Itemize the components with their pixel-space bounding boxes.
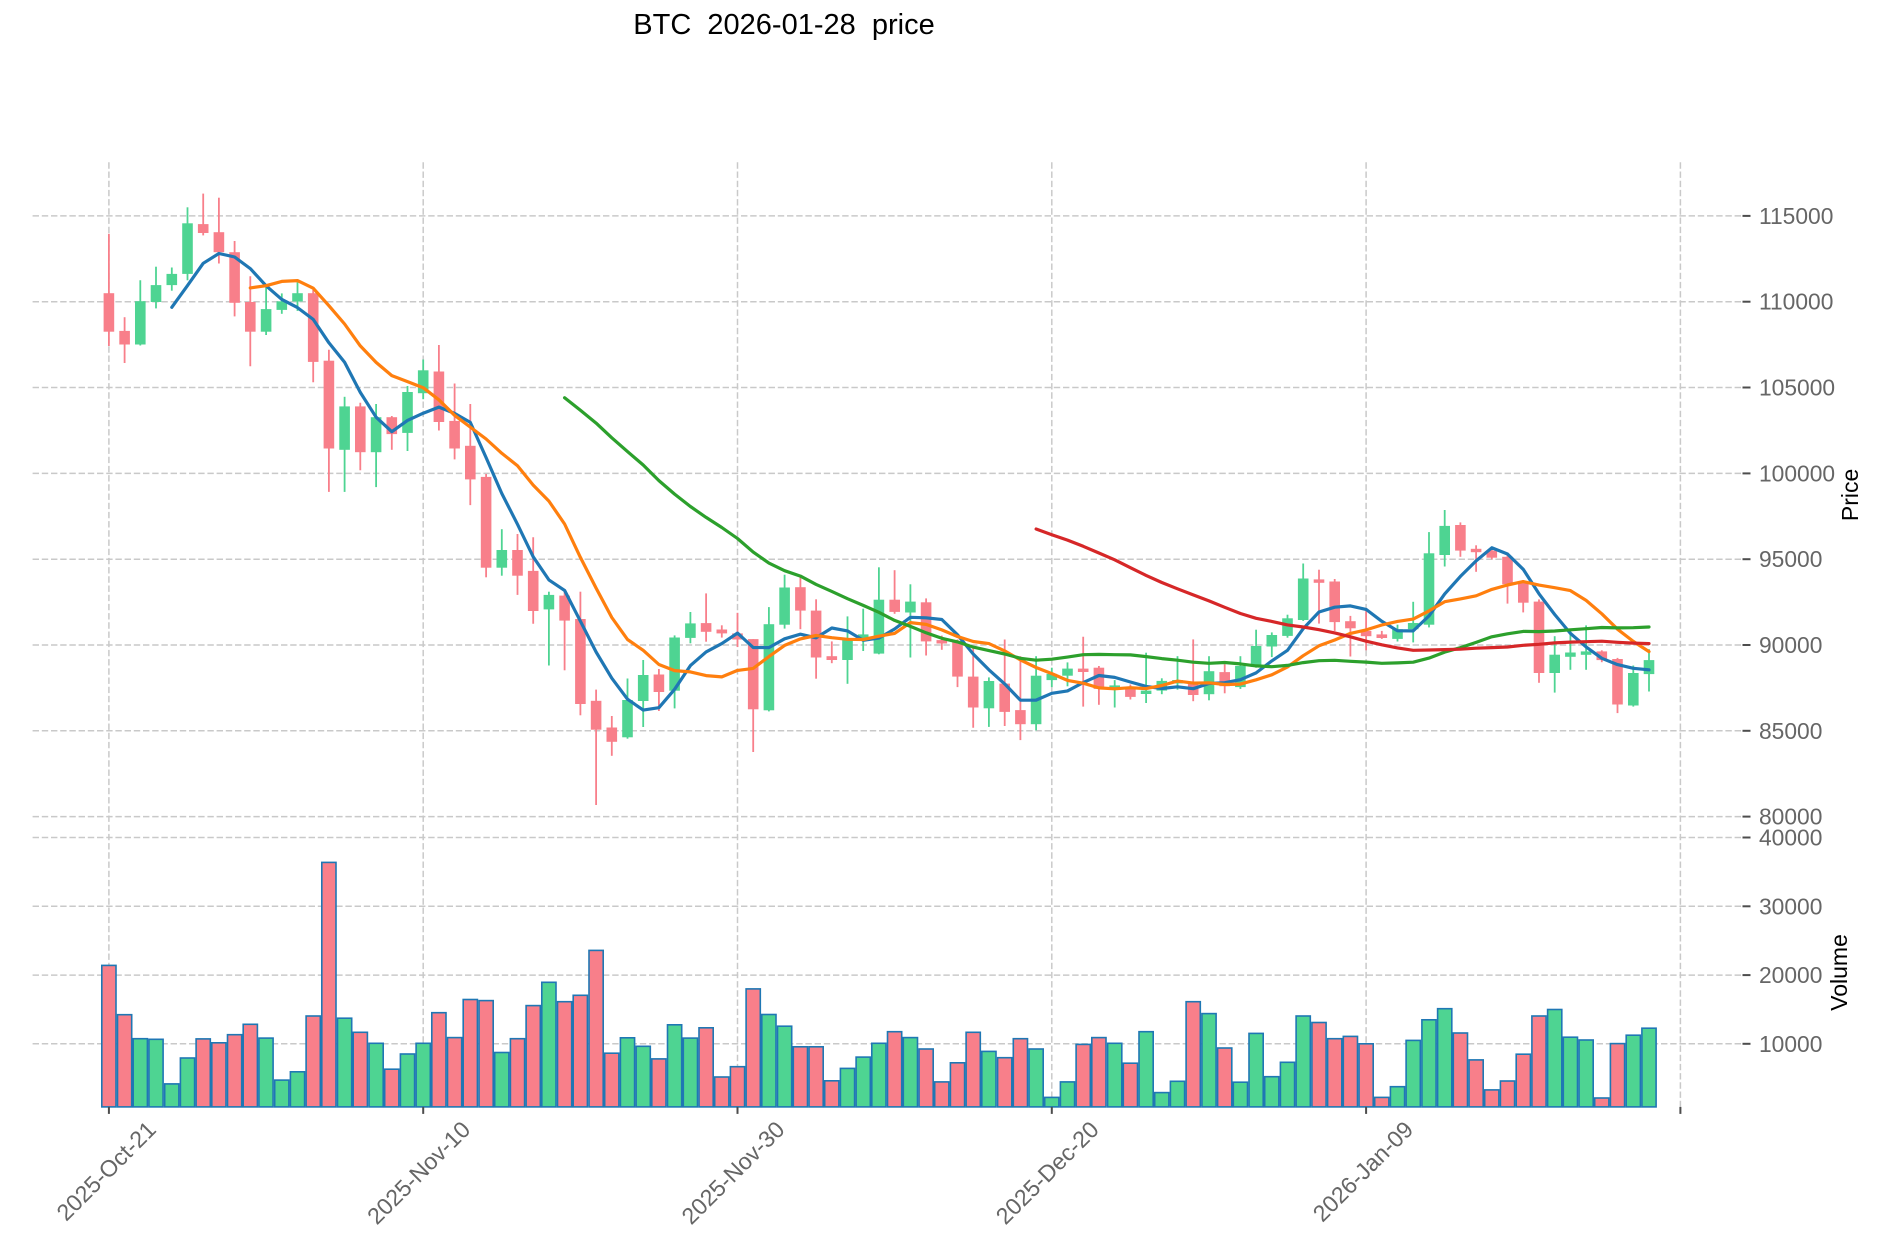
svg-text:10000: 10000	[1759, 1031, 1822, 1057]
svg-text:115000: 115000	[1759, 203, 1833, 229]
svg-text:80000: 80000	[1759, 804, 1822, 830]
svg-text:BTC 2026-01-28 price: BTC 2026-01-28 price	[633, 9, 934, 41]
svg-text:Price: Price	[1837, 469, 1863, 521]
svg-text:Volume: Volume	[1826, 934, 1852, 1011]
svg-text:40000: 40000	[1759, 825, 1822, 851]
svg-text:110000: 110000	[1759, 289, 1833, 315]
svg-text:20000: 20000	[1759, 962, 1822, 988]
svg-text:100000: 100000	[1759, 460, 1835, 486]
svg-text:90000: 90000	[1759, 632, 1822, 658]
svg-text:85000: 85000	[1759, 718, 1822, 744]
svg-text:95000: 95000	[1759, 546, 1822, 572]
svg-text:105000: 105000	[1759, 375, 1835, 401]
svg-text:30000: 30000	[1759, 893, 1822, 919]
